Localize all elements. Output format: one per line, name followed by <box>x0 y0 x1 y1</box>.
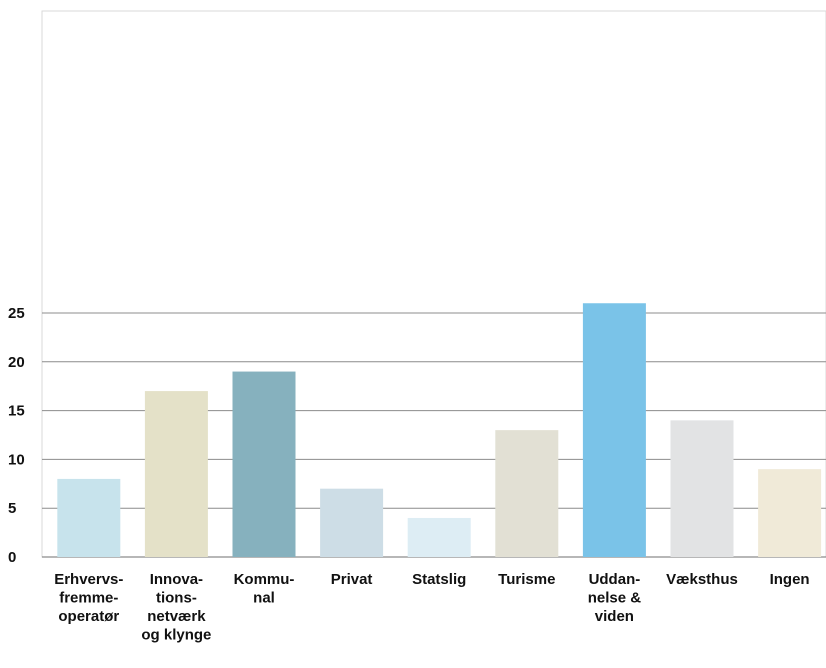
bar <box>582 303 646 557</box>
x-category-label-line: Innova- <box>150 571 203 588</box>
x-category-label-line: tions- <box>156 590 197 607</box>
x-category-label-line: Kommu- <box>234 571 295 588</box>
bar <box>320 488 384 557</box>
y-tick-label: 20 <box>8 354 25 371</box>
x-category-label: Ingen <box>770 571 810 588</box>
x-category-label-line: Erhvervs- <box>54 571 123 588</box>
x-category-label: Væksthus <box>666 571 738 588</box>
x-category-label-line: og klynge <box>141 627 211 644</box>
y-tick-label: 10 <box>8 451 25 468</box>
bar <box>57 478 121 557</box>
x-category-label-line: Turisme <box>498 571 555 588</box>
bar <box>232 371 296 557</box>
y-tick-label: 0 <box>8 549 16 566</box>
x-category-label: Kommu-nal <box>234 571 295 607</box>
x-category-label: Turisme <box>498 571 555 588</box>
x-category-label: Uddan-nelse & viden <box>588 571 642 625</box>
x-category-label-line: Ingen <box>770 571 810 588</box>
x-category-label-line: Statslig <box>412 571 466 588</box>
x-category-label: Erhvervs-fremme-operatør <box>54 571 123 625</box>
y-tick-label: 15 <box>8 403 25 420</box>
y-tick-label: 5 <box>8 500 16 517</box>
bar <box>144 391 208 557</box>
bar <box>495 430 559 557</box>
x-category-label-line: netværk <box>147 608 206 625</box>
x-category-label-line: nal <box>253 590 275 607</box>
x-category-label: Statslig <box>412 571 466 588</box>
bars <box>57 303 822 557</box>
x-category-label-line: operatør <box>58 608 119 625</box>
x-axis-category-labels: Erhvervs-fremme-operatør Innova-tions-net… <box>54 571 809 644</box>
bar <box>670 420 734 557</box>
x-category-label: Innova-tions-netværk og klynge <box>141 571 211 644</box>
y-tick-label: 25 <box>8 305 25 322</box>
x-category-label-line: Privat <box>331 571 373 588</box>
x-category-label: Privat <box>331 571 373 588</box>
bar <box>407 517 471 557</box>
bar <box>758 469 822 557</box>
x-category-label-line: nelse & <box>588 590 642 607</box>
x-category-label-line: Uddan- <box>589 571 641 588</box>
x-category-label-line: Væksthus <box>666 571 738 588</box>
x-category-label-line: fremme- <box>59 590 118 607</box>
x-category-label-line: viden <box>595 608 634 625</box>
y-axis-tick-labels: 0 5 10 15 20 25 <box>8 305 25 566</box>
